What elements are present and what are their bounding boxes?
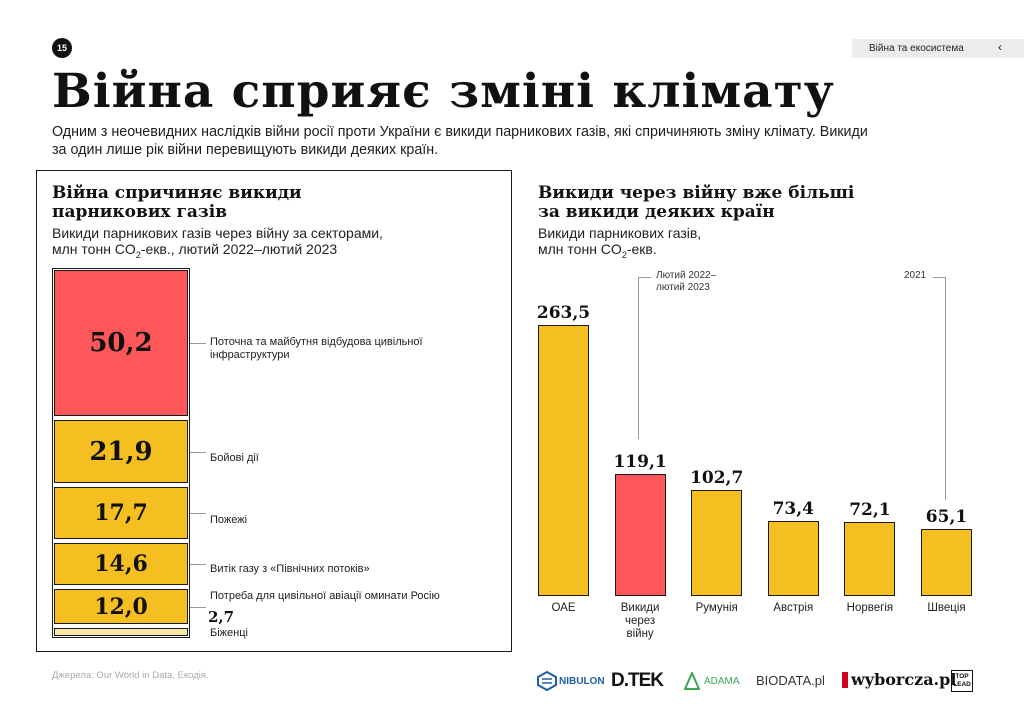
right-subtitle-pre: млн тонн CO	[538, 241, 622, 257]
bar-category-label: Норвегія	[829, 602, 910, 615]
bar	[538, 325, 589, 596]
toplead-logo[interactable]: TOP LEAD	[951, 670, 973, 692]
right-subtitle-post: -екв.	[626, 241, 657, 257]
bar-category-line: війну	[626, 628, 654, 640]
bar-value-label: 73,4	[772, 498, 814, 519]
bar-value-label: 65,1	[925, 507, 968, 528]
left-panel-title: Війна спричиняє викиди парникових газів	[52, 184, 302, 222]
stack-value-label: 50,2	[89, 327, 153, 358]
wyborcza-wordmark: wyborcza.pl	[851, 670, 957, 689]
left-title-line2: парникових газів	[52, 202, 228, 222]
stack-value-label: 17,7	[94, 500, 148, 527]
adama-logo[interactable]: ADAMA	[684, 672, 740, 690]
section-label: Війна та екосистема	[869, 43, 964, 54]
sector-label: Витік газу з «Північних потоків»	[210, 563, 370, 575]
bar-category-line: Румунія	[695, 602, 738, 614]
leader-line	[190, 342, 206, 344]
left-subtitle-sub: 2	[135, 249, 141, 260]
bar	[614, 473, 666, 596]
bar-category-label: ОАЕ	[523, 602, 604, 615]
leader-line	[190, 564, 206, 566]
left-subtitle-post: -екв., лютий 2022–лютий 2023	[140, 241, 338, 257]
wyborcza-mark	[842, 671, 848, 688]
toplead-line2: LEAD	[953, 681, 971, 688]
year-note: 2021	[904, 270, 927, 281]
source-note: Джерела: Our World in Data, Екодія.	[52, 670, 209, 681]
section-tab[interactable]: Війна та екосистема ‹	[852, 39, 1024, 58]
left-subtitle-line1: Викиди парникових газів через війну за с…	[52, 225, 383, 241]
stack-segment: 21,9	[54, 419, 188, 484]
left-subtitle-line2: млн тонн CO2-екв., лютий 2022–лютий 2023	[52, 241, 383, 263]
sector-label: Біженці	[210, 627, 248, 639]
biodata-logo[interactable]: BIODATA.pl	[756, 673, 825, 688]
war-note-line2: лютий 2023	[656, 282, 710, 293]
adama-icon	[684, 672, 700, 690]
bar-category-line: Норвегія	[846, 602, 894, 614]
sector-label: Пожежі	[210, 514, 248, 526]
bar-value-label: 72,1	[849, 499, 891, 520]
intro-text: Одним з неочевидних наслідків війни росі…	[52, 124, 868, 158]
leader-line	[190, 451, 206, 453]
bar-value-label: 102,7	[690, 468, 744, 489]
year-bracket	[933, 277, 946, 500]
war-period-bracket	[638, 277, 651, 439]
nibulon-icon	[537, 671, 557, 691]
page-title: Війна сприяє зміні клімату	[52, 64, 835, 119]
stack-segment: 12,0	[54, 589, 188, 625]
bar-value-label: 119,1	[613, 451, 667, 472]
leader-line	[190, 513, 206, 515]
left-panel-frame	[36, 170, 512, 652]
war-period-note: Лютий 2022– лютий 2023	[656, 270, 716, 294]
adama-wordmark: ADAMA	[704, 675, 740, 687]
stack-segment: 50,2	[54, 270, 188, 416]
bar-category-label: Викиди через війну	[600, 602, 681, 641]
nibulon-logo[interactable]: NIBULON	[537, 671, 605, 691]
right-subtitle-sub: 2	[621, 249, 627, 260]
stack-value-label: 12,0	[94, 593, 148, 620]
bar	[691, 490, 743, 596]
toplead-line1: TOP	[955, 673, 969, 680]
sector-label: Бойові дії	[210, 452, 259, 464]
stack-bottom-rule	[52, 637, 190, 638]
stack-frame	[52, 268, 190, 637]
stack-segment	[54, 628, 188, 636]
bar-category-line: Викиди	[620, 602, 660, 614]
stack-segment: 14,6	[54, 542, 188, 586]
left-subtitle-pre: млн тонн CO	[52, 241, 136, 257]
left-panel-subtitle: Викиди парникових газів через війну за с…	[52, 225, 383, 263]
stack-segment: 17,7	[54, 487, 188, 539]
stack-top-rule	[52, 268, 190, 269]
stack-value-label: 21,9	[89, 436, 153, 467]
bar	[767, 520, 819, 596]
bar	[844, 521, 896, 596]
sector-label: Потреба для цивільної авіації оминати Ро…	[210, 590, 440, 602]
right-subtitle-line2: млн тонн CO2-екв.	[538, 241, 701, 263]
page-number: 15	[52, 38, 72, 58]
nibulon-wordmark: NIBULON	[559, 675, 605, 687]
right-title-line1: Викиди через війну вже більші	[538, 183, 855, 203]
bar-category-line: Швеція	[927, 602, 966, 614]
right-panel-title: Викиди через війну вже більші за викиди …	[538, 184, 854, 222]
bar	[921, 529, 972, 596]
leader-line	[190, 606, 206, 608]
sector-label: Поточна та майбутня відбудова цивільної …	[210, 336, 423, 361]
chevron-left-icon[interactable]: ‹	[998, 40, 1002, 54]
right-subtitle-line1: Викиди парникових газів,	[538, 225, 702, 241]
dtek-logo[interactable]: D.TEK	[611, 670, 664, 691]
right-title-line2: за викиди деяких країн	[538, 202, 775, 222]
wyborcza-logo[interactable]: wyborcza.pl	[842, 670, 956, 689]
bar-category-label: Румунія	[676, 602, 757, 615]
left-title-line1: Війна спричиняє викиди	[52, 183, 302, 203]
bar-category-line: Австрія	[773, 602, 814, 614]
bar-value-label: 263,5	[536, 303, 591, 323]
stack-value-label: 2,7	[208, 608, 235, 627]
bar-category-line: через	[624, 615, 656, 627]
bar-category-label: Швеція	[906, 602, 987, 615]
war-note-line1: Лютий 2022–	[656, 270, 717, 281]
right-panel-subtitle: Викиди парникових газів, млн тонн CO2-ек…	[538, 225, 701, 263]
stack-value-label: 14,6	[94, 551, 148, 578]
bar-category-label: Австрія	[753, 602, 834, 615]
bar-category-line: ОАЕ	[551, 602, 576, 614]
